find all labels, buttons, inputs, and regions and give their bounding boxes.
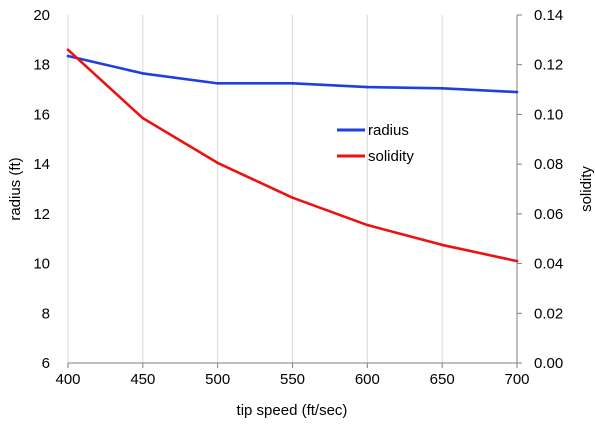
left-y-tick-label: 12	[33, 206, 50, 223]
x-tick-label: 550	[280, 371, 305, 388]
data-point-solidity-700	[515, 259, 519, 263]
axes	[67, 14, 522, 368]
x-tick-label: 650	[430, 371, 455, 388]
right-y-tick-label: 0.14	[534, 7, 563, 24]
x-tick-label: 500	[205, 371, 230, 388]
x-tick-label: 450	[130, 371, 155, 388]
x-tick-label: 600	[355, 371, 380, 388]
x-tick-label: 400	[55, 371, 80, 388]
right-y-tick-label: 0.00	[534, 355, 563, 372]
data-point-solidity-500	[216, 161, 219, 165]
left-y-tick-label: 18	[33, 57, 50, 74]
left-y-tick-label: 16	[33, 106, 50, 123]
right-y-tick-label: 0.06	[534, 206, 563, 223]
data-point-radius-700	[515, 90, 519, 94]
x-tick-label: 700	[504, 371, 529, 388]
data-point-solidity-650	[440, 243, 444, 247]
left-y-tick-label: 14	[33, 156, 50, 173]
left-y-tick-label: 20	[33, 7, 50, 24]
x-tick-labels: 400 450 500 550 600 650 700	[55, 371, 529, 388]
legend-label-radius: radius	[368, 122, 409, 139]
legend-label-solidity: solidity	[368, 148, 414, 165]
gridlines	[67, 15, 518, 363]
data-point-solidity-600	[366, 223, 369, 227]
data-point-solidity-550	[291, 196, 294, 199]
left-y-tick-label: 10	[33, 256, 50, 273]
right-y-tick-label: 0.08	[534, 156, 563, 173]
legend: radius solidity	[337, 122, 414, 165]
right-y-tick-label: 0.10	[534, 106, 563, 123]
left-y-tick-label: 6	[42, 355, 50, 372]
left-y-tick-labels: 6 8 10 12 14 16 18 20	[33, 7, 50, 372]
data-point-solidity-400	[66, 48, 70, 52]
data-point-solidity-450	[141, 116, 145, 120]
data-point-radius-550	[291, 82, 294, 85]
right-y-axis-title: solidity	[578, 166, 595, 212]
data-point-radius-650	[440, 87, 444, 90]
left-y-tick-label: 8	[42, 305, 50, 322]
right-y-tick-label: 0.12	[534, 57, 563, 74]
x-axis-title: tip speed (ft/sec)	[237, 402, 348, 419]
series-lines	[66, 48, 519, 263]
data-point-radius-400	[66, 54, 70, 58]
right-y-tick-labels: 0.00 0.02 0.04 0.06 0.08 0.10 0.12 0.14	[534, 7, 563, 372]
right-y-tick-label: 0.04	[534, 256, 563, 273]
data-point-radius-500	[216, 82, 219, 85]
left-y-axis-title: radius (ft)	[7, 157, 24, 220]
data-point-radius-600	[366, 85, 369, 89]
right-y-tick-label: 0.02	[534, 305, 563, 322]
data-point-radius-450	[141, 72, 145, 75]
